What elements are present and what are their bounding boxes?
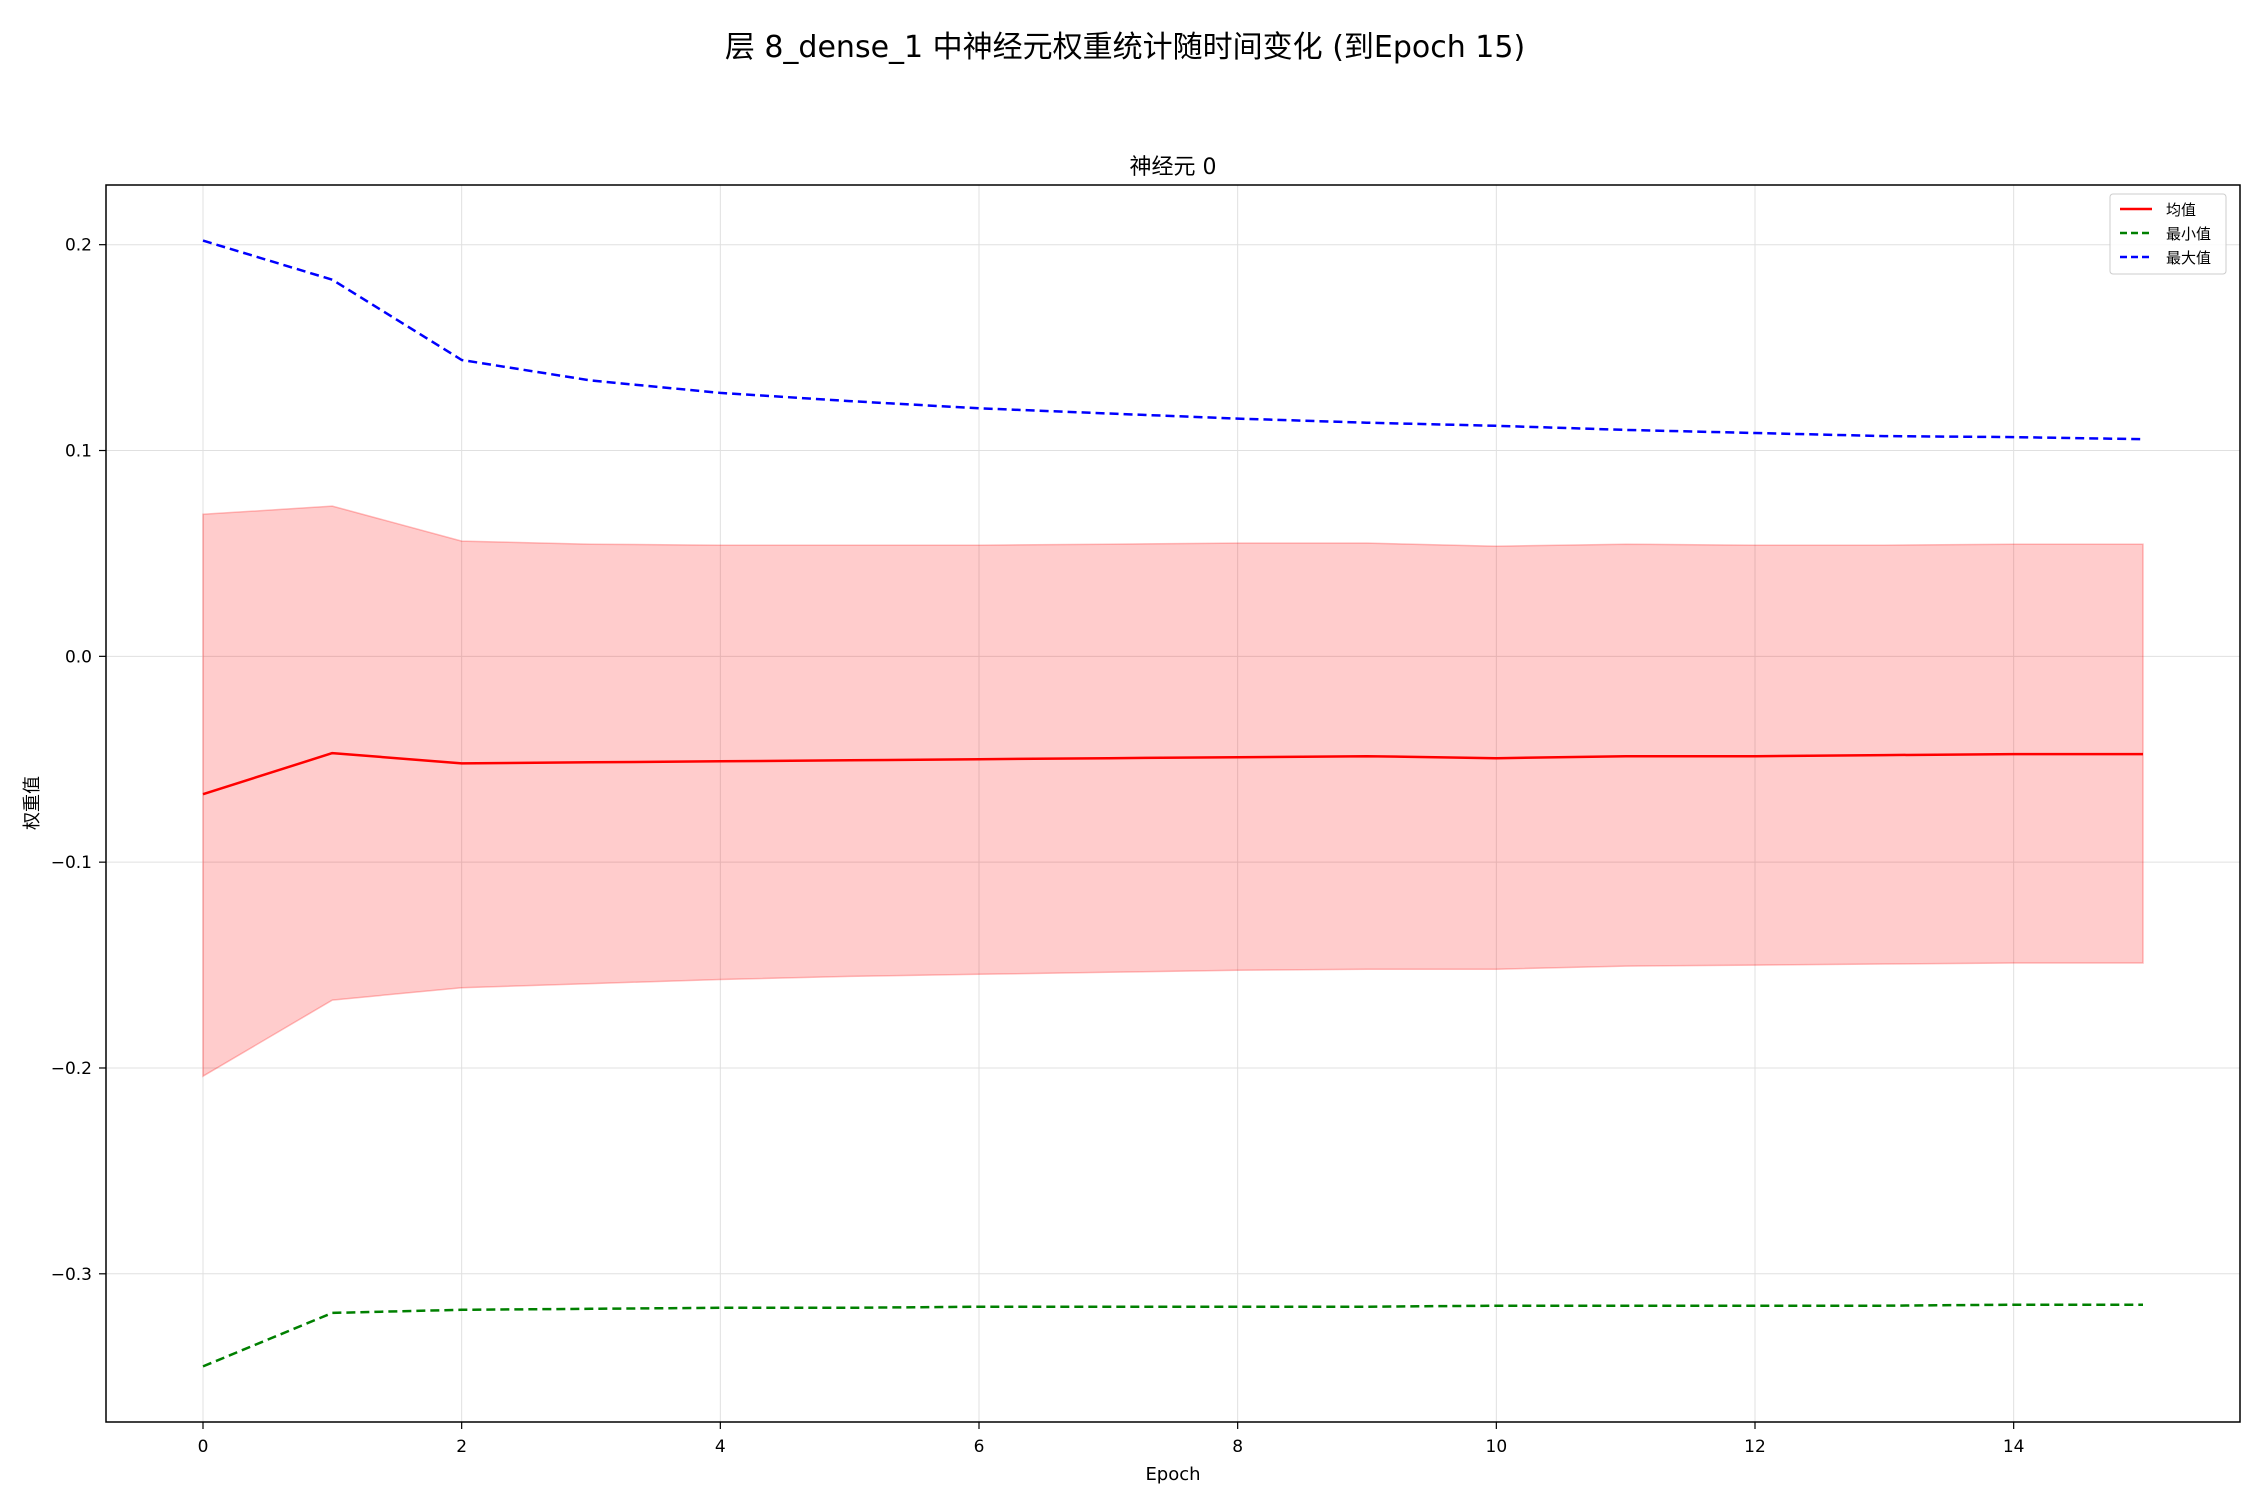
legend-box — [2109, 193, 2227, 275]
x-tick-label: 6 — [974, 1437, 985, 1457]
min-line — [202, 1303, 2143, 1368]
x-tick-label: 12 — [1744, 1437, 1766, 1457]
x-axis-ticks: 0 2 4 6 8 10 12 14 — [198, 1422, 2025, 1457]
legend-label-min: 最小值 — [2166, 225, 2211, 243]
legend-label-max: 最大值 — [2166, 249, 2211, 267]
y-tick-label: 0.0 — [65, 647, 92, 667]
std-band-area — [202, 505, 2144, 1078]
std-band-layer — [202, 505, 2144, 1078]
mean-line — [202, 751, 2143, 796]
x-tick-label: 4 — [715, 1437, 726, 1457]
x-tick-label: 2 — [456, 1437, 467, 1457]
chart-subtitle: 神经元 0 — [1130, 155, 1217, 180]
x-tick-label: 8 — [1232, 1437, 1243, 1457]
y-axis-ticks: 0.2 0.1 0.0 −0.1 −0.2 −0.3 — [51, 236, 106, 1285]
max-line — [202, 239, 2144, 441]
x-tick-label: 10 — [1486, 1437, 1508, 1457]
plot-frame — [105, 184, 2241, 1423]
y-axis-label: 权重值 — [22, 776, 43, 830]
legend-label-mean: 均值 — [2166, 201, 2196, 219]
series-lines — [202, 239, 2144, 1368]
x-tick-label: 14 — [2003, 1437, 2025, 1457]
legend: 均值 最小值 最大值 — [2109, 193, 2227, 275]
grid-lines — [106, 185, 2240, 1422]
x-axis-label: Epoch — [1145, 1464, 1200, 1485]
y-tick-label: −0.1 — [51, 853, 92, 873]
y-tick-label: 0.2 — [65, 236, 92, 256]
x-tick-label: 0 — [198, 1437, 209, 1457]
y-tick-label: −0.2 — [51, 1059, 92, 1079]
y-tick-label: −0.3 — [51, 1265, 92, 1285]
chart-title: 层 8_dense_1 中神经元权重统计随时间变化 (到Epoch 15) — [725, 30, 1525, 65]
y-tick-label: 0.1 — [65, 442, 92, 462]
